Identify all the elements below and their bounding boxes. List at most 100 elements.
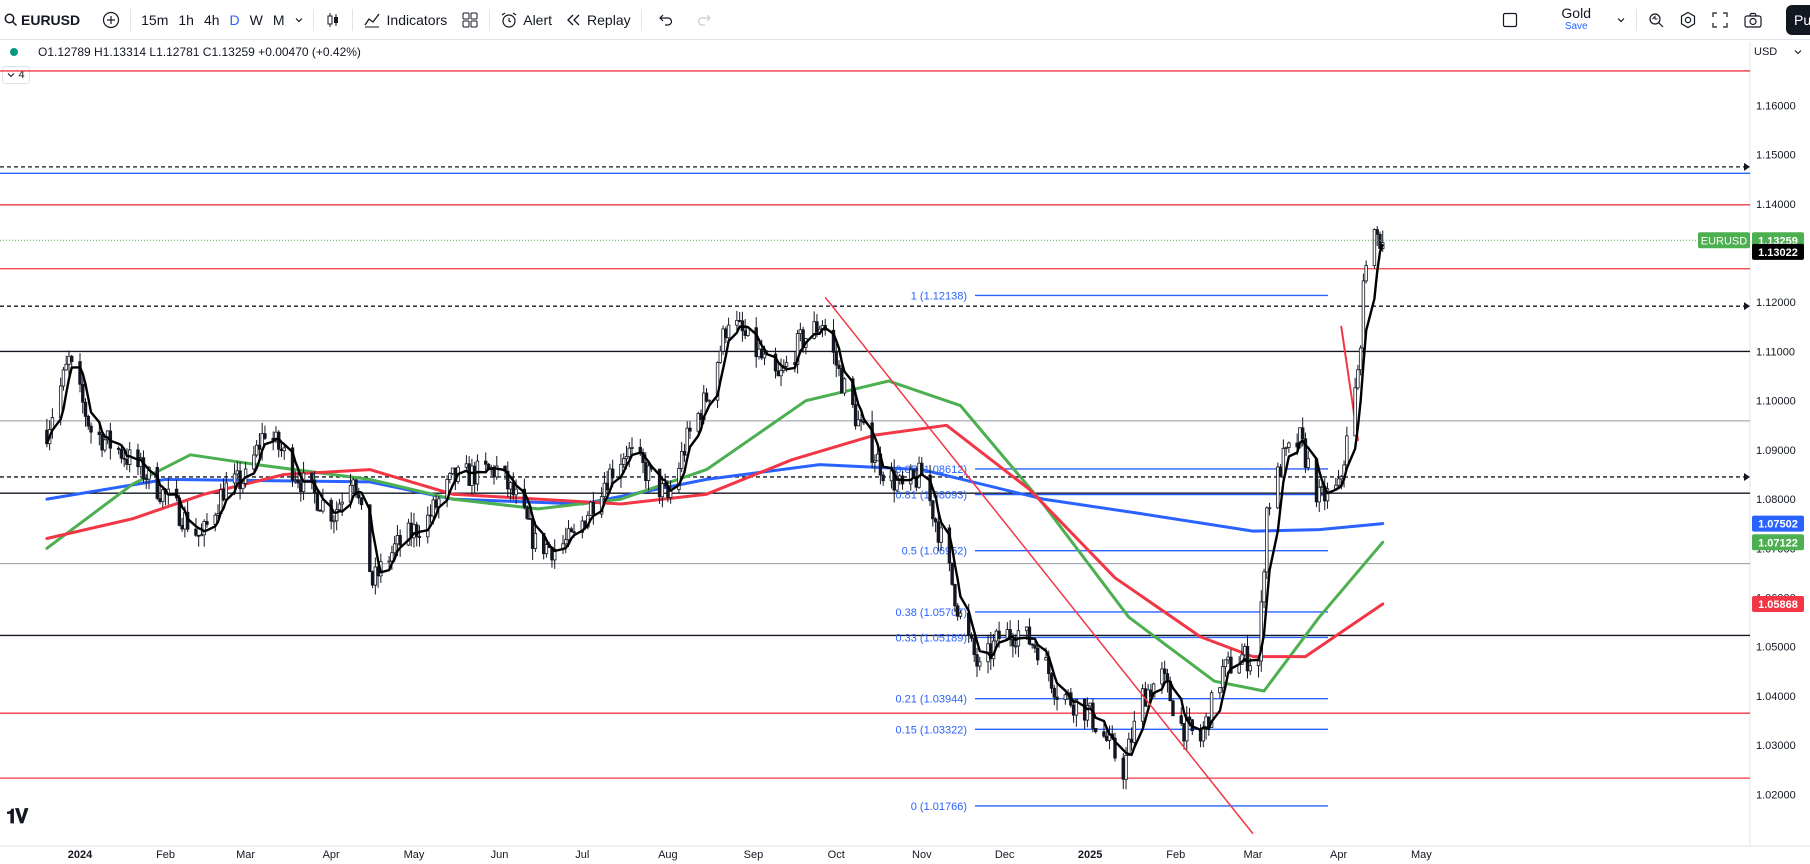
- candle-body: [1132, 720, 1137, 743]
- candle-body: [1011, 639, 1015, 647]
- price-tick-label: 1.14000: [1756, 199, 1796, 211]
- market-status-dot: [10, 48, 18, 56]
- candle-body: [958, 612, 963, 617]
- candle-body: [1027, 626, 1032, 645]
- moving-averages-layer: [45, 325, 1385, 693]
- compare-symbol-button[interactable]: [95, 0, 127, 40]
- candle-body: [972, 637, 976, 656]
- candle-body: [1320, 486, 1324, 488]
- timeframe-1h[interactable]: 1h: [178, 11, 194, 28]
- layout-menu-button[interactable]: [1609, 0, 1633, 40]
- candle-body: [417, 536, 422, 538]
- candle-body: [1375, 229, 1379, 235]
- templates-button[interactable]: [454, 0, 486, 40]
- candle-body: [1300, 427, 1305, 440]
- candle-body: [853, 404, 858, 427]
- layout-name-label: Gold: [1561, 4, 1591, 21]
- candle-body: [627, 447, 631, 457]
- time-tick-label: Dec: [995, 849, 1015, 861]
- currency-select[interactable]: USD: [1750, 42, 1806, 62]
- candle-body: [939, 527, 943, 543]
- candle-body: [472, 465, 477, 485]
- candle-body: [1226, 656, 1230, 661]
- candle-body: [525, 506, 529, 519]
- candle-body: [1339, 476, 1344, 480]
- symbol-tag-label: EURUSD: [1701, 235, 1748, 247]
- candle-body: [290, 447, 295, 481]
- timeframe-w[interactable]: W: [249, 11, 263, 28]
- candle-body: [1024, 626, 1029, 632]
- candle-body: [357, 494, 361, 499]
- candle-body: [119, 449, 124, 459]
- candle-body: [875, 453, 880, 462]
- layout-name[interactable]: Gold Save: [1555, 4, 1597, 33]
- price-tick-label: 1.08000: [1756, 494, 1796, 506]
- price-tick-label: 1.10000: [1756, 396, 1796, 408]
- redo-button[interactable]: [685, 0, 725, 40]
- candle-body: [1085, 705, 1090, 721]
- timeframe-15m[interactable]: 15m: [141, 11, 169, 28]
- publish-button[interactable]: Pu: [1786, 5, 1810, 35]
- candle-body: [1187, 716, 1192, 721]
- timeframe-4h[interactable]: 4h: [203, 11, 220, 28]
- time-tick-label: Apr: [323, 849, 340, 861]
- replay-button[interactable]: Replay: [559, 0, 638, 40]
- candle-body: [221, 489, 226, 501]
- candle-body: [199, 534, 204, 537]
- toolbar-divider: [351, 8, 353, 31]
- timeframe-m[interactable]: M: [272, 11, 285, 28]
- candle-body: [569, 528, 573, 533]
- toolbar-divider: [312, 8, 314, 31]
- candle-body: [293, 479, 297, 482]
- candle-body: [337, 503, 342, 511]
- line-end-arrow: [1744, 302, 1750, 311]
- candle-body: [762, 353, 767, 359]
- fib-level-label: 0.38 (1.05707): [895, 607, 967, 619]
- candle-body: [682, 451, 687, 456]
- candle-body: [434, 499, 438, 508]
- layout-select-button[interactable]: [1494, 0, 1526, 40]
- undo-button[interactable]: [645, 0, 685, 40]
- candle-body: [591, 501, 596, 515]
- candle-body: [718, 350, 723, 363]
- candle-body: [1179, 715, 1183, 724]
- candle-body: [1162, 668, 1167, 675]
- candle-body: [737, 320, 742, 322]
- candle-body: [464, 463, 469, 468]
- fullscreen-button[interactable]: [1704, 0, 1736, 40]
- candle-body: [97, 431, 102, 435]
- price-tag-value: 1.05868: [1758, 599, 1798, 611]
- candle-body: [448, 473, 452, 480]
- toolbar-divider: [130, 8, 132, 31]
- candle-body: [909, 469, 913, 485]
- quick-search-button[interactable]: [1640, 0, 1672, 40]
- candle-body: [1151, 683, 1156, 698]
- alert-button[interactable]: Alert: [493, 0, 559, 40]
- candle-body: [1105, 735, 1109, 741]
- candle-body: [100, 434, 104, 451]
- fullscreen-icon: [1712, 11, 1728, 28]
- candle-body: [103, 439, 107, 451]
- candle-body: [1265, 507, 1269, 573]
- settings-button[interactable]: [1672, 0, 1704, 40]
- symbol-search-button[interactable]: EURUSD: [0, 0, 87, 40]
- candle-body: [815, 321, 819, 333]
- indicators-label: Indicators: [386, 11, 448, 28]
- price-tags-layer: EURUSD 1.132591.130221.075021.071221.0586…: [1698, 232, 1804, 613]
- candle-body: [1243, 645, 1247, 656]
- snapshot-button[interactable]: [1736, 0, 1770, 40]
- candle-body: [1049, 673, 1054, 689]
- candle-body: [840, 368, 844, 394]
- candle-body: [506, 470, 510, 490]
- candle-body: [1259, 601, 1263, 662]
- indicators-button[interactable]: Indicators: [356, 0, 455, 40]
- candle-body: [252, 454, 256, 470]
- symbol-tag-bg: [1698, 232, 1750, 249]
- candle-body: [450, 467, 455, 474]
- candle-body: [310, 472, 314, 481]
- timeframe-d[interactable]: D: [229, 11, 240, 28]
- candle-body: [754, 327, 758, 358]
- chart-type-button[interactable]: [317, 0, 349, 40]
- chevron-down-icon[interactable]: [294, 15, 304, 25]
